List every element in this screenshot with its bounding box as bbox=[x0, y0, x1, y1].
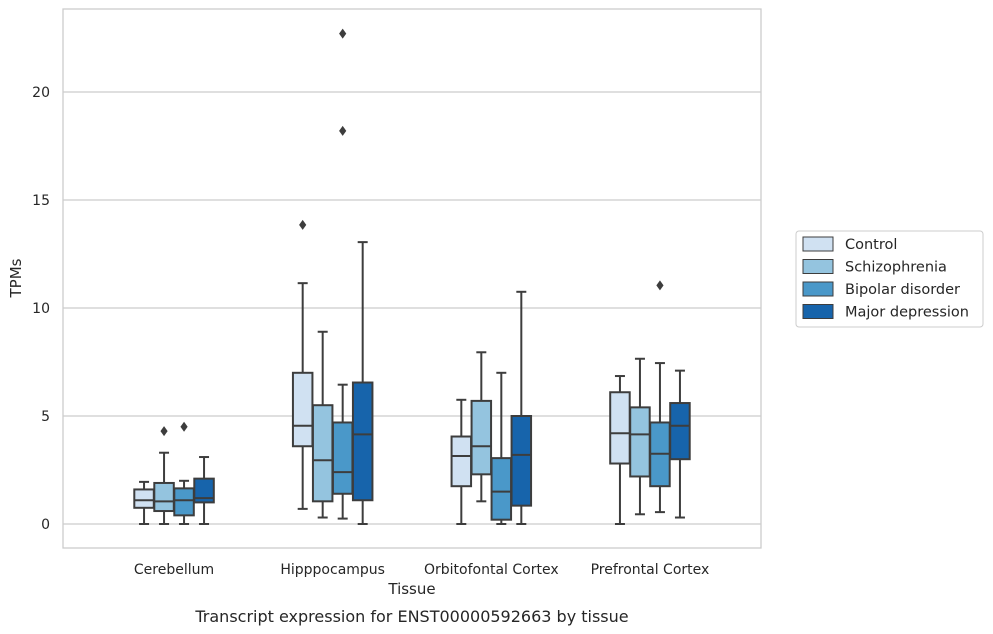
box-schizophrenia bbox=[153, 426, 175, 525]
outlier-marker bbox=[656, 280, 664, 291]
y-tick-label: 20 bbox=[32, 85, 50, 101]
box-body bbox=[470, 399, 493, 476]
box-control bbox=[450, 398, 473, 525]
box-major-depression bbox=[669, 369, 691, 519]
box-schizophrenia bbox=[470, 351, 493, 503]
legend-swatch bbox=[802, 259, 834, 274]
legend-label: Major depression bbox=[845, 305, 969, 321]
plot-frame bbox=[62, 8, 762, 549]
box-body bbox=[510, 415, 533, 507]
box-body bbox=[351, 381, 374, 502]
box-bipolar-disorder bbox=[173, 421, 195, 525]
y-tick-label: 10 bbox=[32, 301, 50, 317]
x-tick-label: Orbitofontal Cortex bbox=[424, 562, 559, 578]
box-body bbox=[133, 488, 155, 509]
outlier-marker bbox=[160, 426, 168, 437]
legend-frame bbox=[795, 230, 984, 328]
box-control bbox=[133, 480, 155, 525]
box-bipolar-disorder bbox=[331, 28, 354, 520]
box-body bbox=[193, 477, 215, 504]
chart-caption: Transcript expression for ENST0000059266… bbox=[194, 607, 628, 626]
box-schizophrenia bbox=[629, 357, 651, 516]
box-body bbox=[609, 391, 631, 465]
x-tick-label: Hipppocampus bbox=[280, 562, 385, 578]
legend-label: Control bbox=[845, 237, 897, 253]
box-major-depression bbox=[193, 456, 215, 525]
legend-swatch bbox=[802, 281, 834, 297]
y-tick-label: 5 bbox=[41, 409, 50, 425]
y-tick-labels: 0 5 10 15 20 bbox=[32, 85, 50, 533]
box-major-depression bbox=[351, 241, 374, 525]
box-body bbox=[669, 402, 691, 461]
boxes bbox=[133, 28, 691, 525]
box-schizophrenia bbox=[311, 330, 334, 519]
outlier-marker bbox=[339, 125, 347, 136]
box-major-depression bbox=[510, 290, 533, 525]
box-body bbox=[629, 406, 651, 478]
x-axis-title: Tissue bbox=[387, 580, 435, 598]
outlier-marker bbox=[180, 421, 188, 432]
x-tick-labels: Cerebellum Hipppocampus Orbitofontal Corte… bbox=[134, 562, 709, 578]
x-tick-label: Cerebellum bbox=[134, 562, 214, 578]
box-control bbox=[609, 375, 631, 525]
legend-swatch bbox=[802, 236, 834, 252]
legend-swatch bbox=[802, 304, 834, 319]
box-bipolar-disorder bbox=[649, 280, 671, 514]
box-control bbox=[291, 219, 314, 510]
box-body bbox=[173, 487, 195, 517]
box-body bbox=[331, 421, 354, 495]
box-bipolar-disorder bbox=[490, 371, 513, 525]
outlier-marker bbox=[339, 28, 347, 39]
outlier-marker bbox=[299, 219, 307, 230]
box-body bbox=[291, 371, 314, 448]
y-tick-label: 0 bbox=[41, 517, 50, 533]
y-tick-label: 15 bbox=[32, 193, 50, 209]
y-axis-title: TPMs bbox=[7, 258, 25, 298]
box-body bbox=[311, 404, 334, 503]
box-body bbox=[153, 481, 175, 513]
legend-label: Schizophrenia bbox=[845, 260, 947, 276]
legend-label: Bipolar disorder bbox=[845, 282, 960, 298]
box-body bbox=[490, 457, 513, 521]
box-body bbox=[450, 435, 473, 488]
x-tick-label: Prefrontal Cortex bbox=[591, 562, 710, 578]
legend: Control Schizophrenia Bipolar disorder Majo… bbox=[795, 230, 984, 328]
